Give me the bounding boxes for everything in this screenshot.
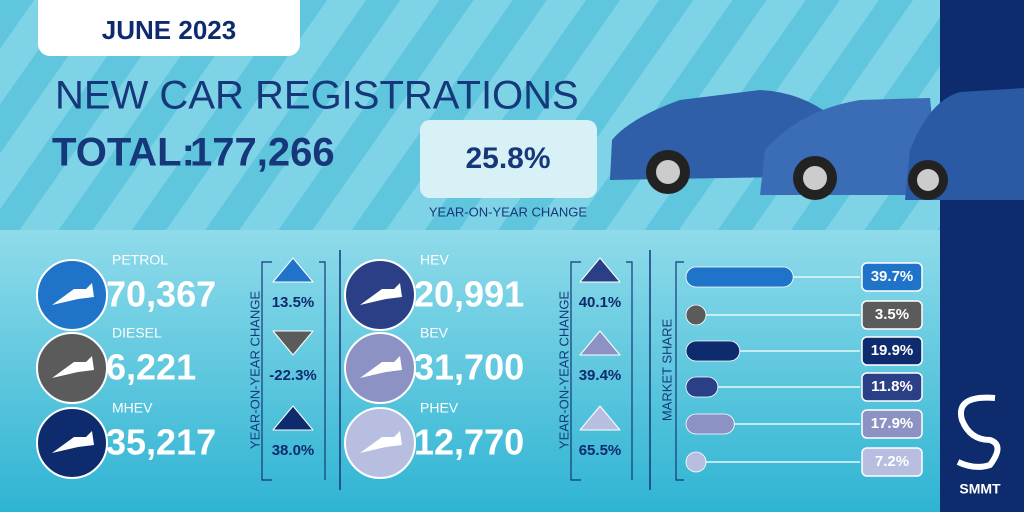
fuel-name: PHEV [420,400,459,416]
market-share-label: MARKET SHARE [659,319,674,422]
share-bar [685,376,719,398]
fuel-count: 70,367 [106,274,216,315]
fuel-count: 20,991 [414,274,524,315]
share-bar [685,451,707,473]
share-box [861,300,923,330]
fuel-name: DIESEL [112,325,162,341]
change-axis-label: YEAR-ON-YEAR CHANGE [556,291,571,450]
share-bar [685,413,735,435]
share-value: 11.8% [871,378,913,395]
fuel-icon [52,431,94,453]
fuel-count: 35,217 [106,422,216,463]
title: NEW CAR REGISTRATIONS [55,74,579,118]
yoy: 25.8% [465,142,550,175]
share-box [861,447,923,477]
date: JUNE 2023 [102,15,236,45]
logo-mark [956,394,1001,470]
change-arrow [272,257,314,283]
bracket [675,261,684,481]
fuel-name: HEV [420,252,449,268]
date-box [38,0,300,56]
fuel-count: 6,221 [106,347,196,388]
wheel [656,160,680,184]
fuel-icon [360,431,402,453]
change: 39.4% [579,367,622,384]
fuel-icon [52,356,94,378]
change: 40.1% [579,294,622,311]
share-value: 17.9% [871,415,914,432]
change: 13.5% [272,294,315,311]
share-bar [685,266,794,288]
change: 38.0% [272,442,315,459]
smmt-logo: SMMT [956,394,1001,497]
change: 65.5% [579,442,622,459]
yoy-box [420,120,597,198]
share-value: 39.7% [871,268,914,285]
share-box [861,372,923,402]
change-arrow [272,405,314,431]
fuel-name: PETROL [112,252,168,268]
fuel-icon [360,283,402,305]
bracket [261,261,326,481]
share-value: 3.5% [875,306,909,323]
total: 177,266 [190,131,335,175]
bracket [570,261,633,481]
brand-strip [940,0,1024,512]
fuel-name: BEV [420,325,449,341]
change-arrow [579,405,621,431]
brand: SMMT [959,481,1001,497]
share-bar [685,304,707,326]
change: -22.3% [269,367,317,384]
fuel-icon [52,283,94,305]
fuel-name: MHEV [112,400,153,416]
fuel-icon [360,356,402,378]
fuel-count: 31,700 [414,347,524,388]
change-axis-label: YEAR-ON-YEAR CHANGE [247,291,262,450]
change-arrow [272,330,314,356]
share-box [861,262,923,292]
share-value: 7.2% [875,453,909,470]
share-bar [685,340,741,362]
wheel [803,166,827,190]
cars [610,88,1024,200]
change-arrow [579,257,621,283]
change-arrow [579,330,621,356]
fuel-count: 12,770 [414,422,524,463]
share-box [861,409,923,439]
total-label: TOTAL: [52,131,195,175]
share-box [861,336,923,366]
yoy-label: YEAR-ON-YEAR CHANGE [429,204,588,219]
wheel [917,169,939,191]
share-value: 19.9% [871,342,914,359]
